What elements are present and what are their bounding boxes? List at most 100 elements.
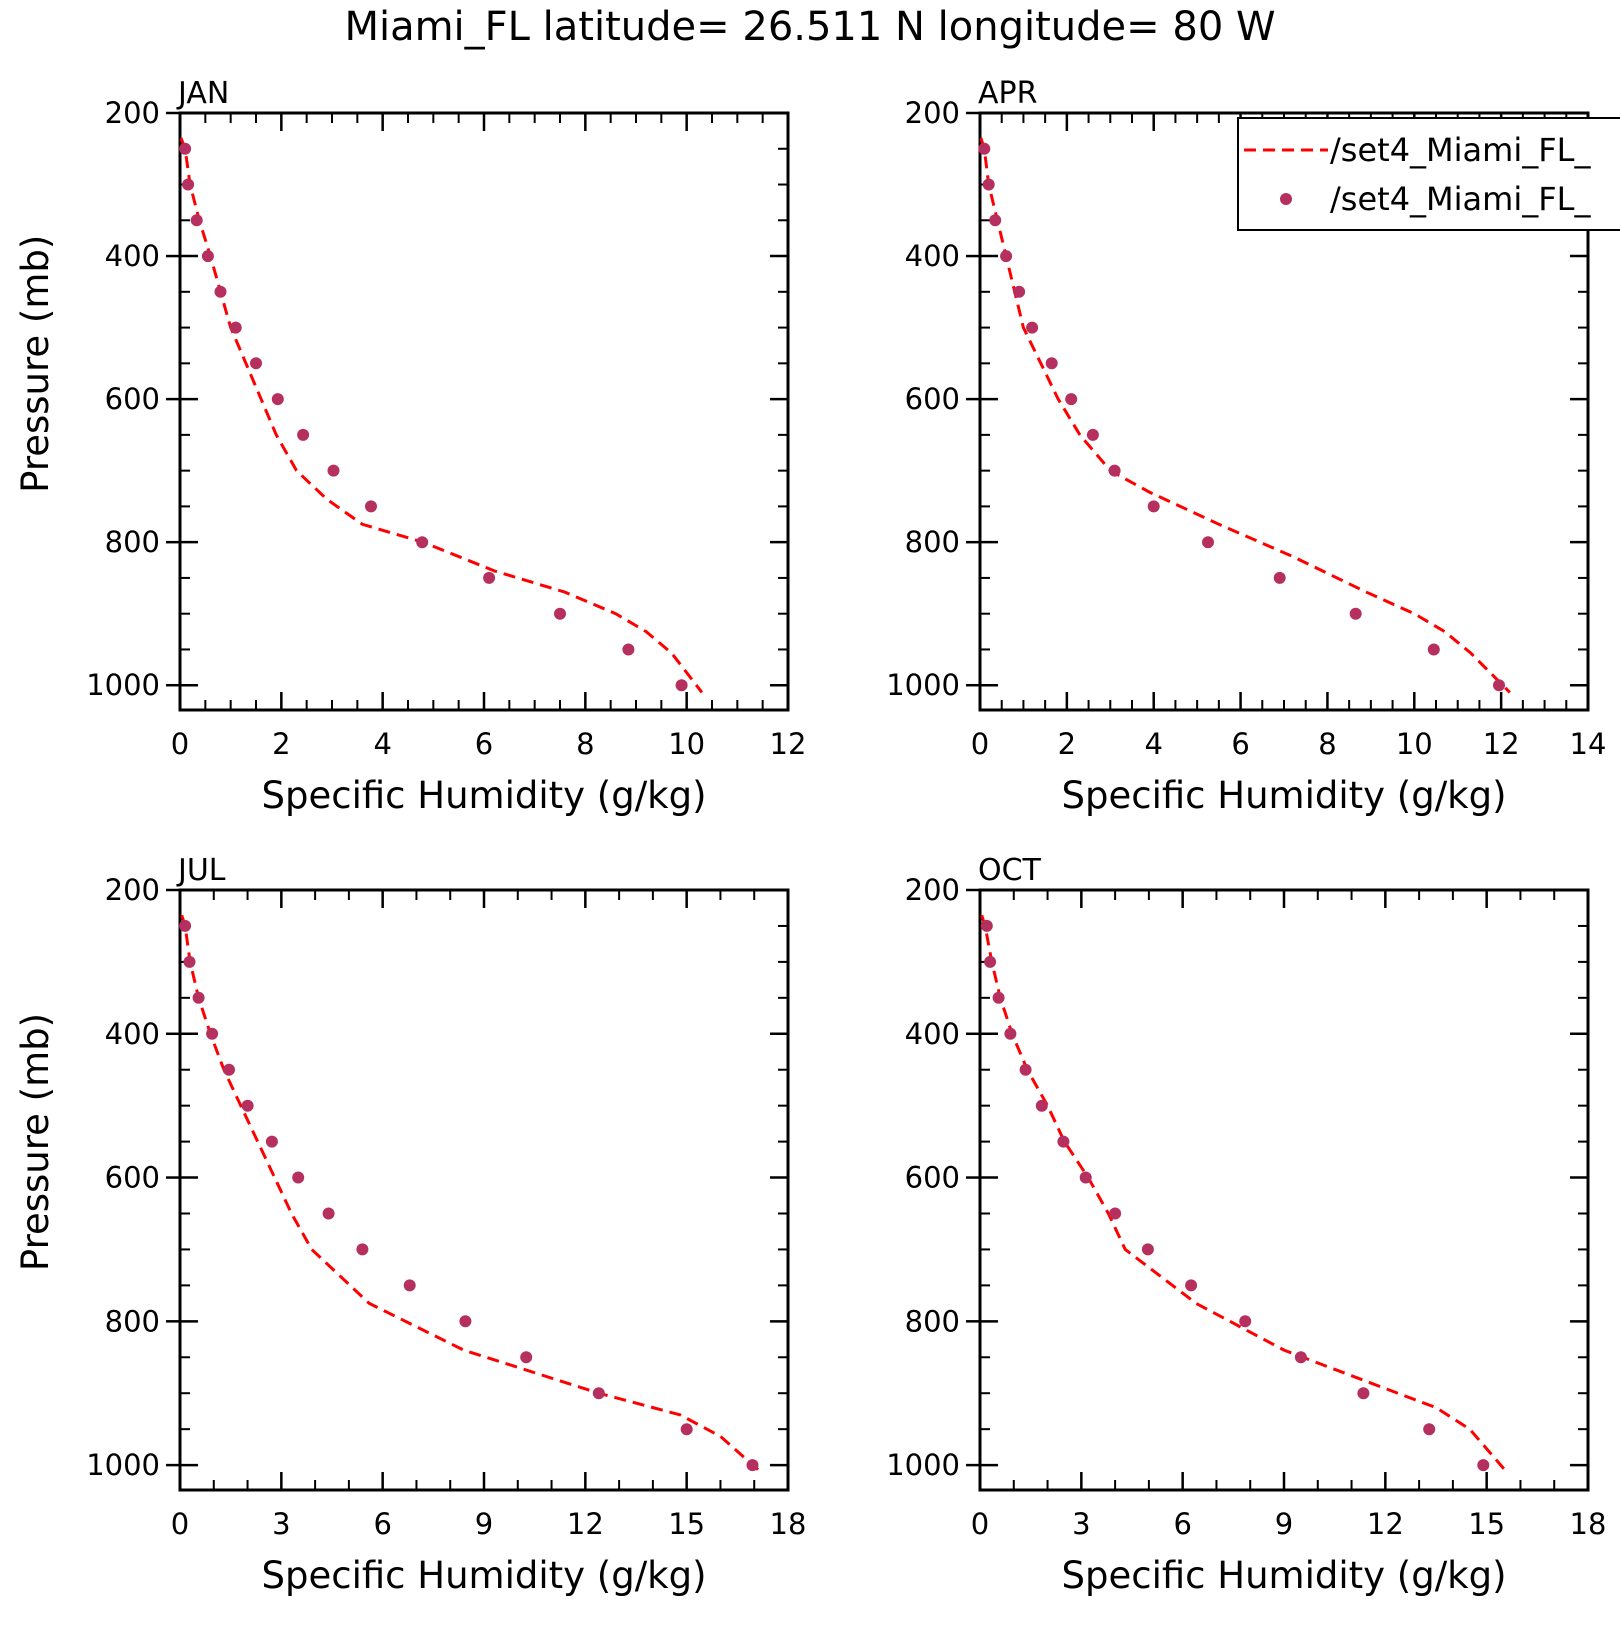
x-tick-label: 15 <box>1468 1507 1505 1541</box>
panel-label: OCT <box>978 853 1042 888</box>
observation-dot <box>1035 1099 1048 1112</box>
y-tick-label: 400 <box>105 1017 160 1051</box>
x-tick-label: 4 <box>373 727 391 761</box>
x-axis-label: Specific Humidity (g/kg) <box>261 1554 706 1597</box>
observation-dot <box>214 285 227 298</box>
observation-dot <box>982 178 995 191</box>
y-tick-label: 200 <box>905 96 960 130</box>
x-tick-label: 3 <box>272 1507 290 1541</box>
x-tick-label: 8 <box>1318 727 1336 761</box>
panel-oct: OCT 0 3 6 9 12 15 18 200 400 600 800 1000 Specific Hu… <box>886 853 1606 1597</box>
observation-dot <box>1427 643 1440 656</box>
observation-dot <box>1477 1459 1490 1472</box>
observation-dot <box>459 1315 472 1328</box>
x-tick-label: 2 <box>1058 727 1076 761</box>
x-tick-label: 8 <box>576 727 594 761</box>
observation-dot <box>1423 1423 1436 1436</box>
x-tick-label: 3 <box>1072 1507 1090 1541</box>
observation-dot <box>746 1459 759 1472</box>
observation-dot <box>1000 250 1013 263</box>
x-tick-label: 10 <box>668 727 705 761</box>
x-tick-label: 12 <box>567 1507 604 1541</box>
observation-dot <box>403 1279 416 1292</box>
observation-dot <box>1109 1207 1122 1220</box>
y-tick-label: 600 <box>905 382 960 416</box>
observation-dot <box>622 643 635 656</box>
observation-dot <box>1493 679 1505 692</box>
observation-dot <box>1273 571 1286 584</box>
x-tick-label: 0 <box>171 1507 189 1541</box>
x-tick-label: 12 <box>1483 727 1520 761</box>
y-tick-label: 1000 <box>86 1448 160 1482</box>
y-tick-label: 1000 <box>886 1448 960 1482</box>
legend-box <box>1237 117 1620 231</box>
observation-dot <box>978 142 991 155</box>
observation-dot <box>592 1387 605 1400</box>
observation-dot <box>327 464 340 477</box>
y-tick-label: 600 <box>105 382 160 416</box>
legend: /set4_Miami_FL_ /set4_Miami_FL_ <box>1237 117 1620 231</box>
y-tick-label: 1000 <box>886 668 960 702</box>
legend-dot-swatch <box>1280 193 1292 205</box>
observation-dot <box>1057 1135 1070 1148</box>
observation-dot <box>229 321 242 334</box>
y-tick-label: 400 <box>105 239 160 273</box>
observation-dot <box>365 500 377 513</box>
y-tick-label: 200 <box>905 873 960 907</box>
model-profile-line <box>180 137 704 694</box>
legend-dot-label: /set4_Miami_FL_ <box>1330 180 1591 218</box>
observation-dot <box>416 536 429 549</box>
observation-dot <box>1019 1063 1032 1076</box>
observation-dot <box>179 919 192 932</box>
model-profile-line <box>980 914 1509 1474</box>
x-axis-label: Specific Humidity (g/kg) <box>261 774 706 817</box>
observation-dot <box>1108 464 1121 477</box>
model-profile-line <box>180 914 762 1474</box>
observation-dot <box>1086 428 1099 441</box>
observation-dot <box>980 919 993 932</box>
observation-dot <box>322 1207 335 1220</box>
x-tick-label: 9 <box>475 1507 493 1541</box>
legend-line-label: /set4_Miami_FL_ <box>1330 131 1591 169</box>
x-tick-label: 0 <box>971 727 989 761</box>
observation-dot <box>1065 393 1078 406</box>
x-tick-label: 12 <box>1367 1507 1404 1541</box>
figure-title: Miami_FL latitude= 26.511 N longitude= 8… <box>344 4 1275 50</box>
x-tick-label: 4 <box>1144 727 1162 761</box>
observation-dot <box>1045 357 1058 370</box>
x-tick-label: 10 <box>1396 727 1433 761</box>
observation-dot <box>192 991 205 1004</box>
x-tick-label: 0 <box>971 1507 989 1541</box>
observation-dot <box>1294 1351 1307 1364</box>
y-tick-label: 200 <box>105 873 160 907</box>
observation-dot <box>183 955 196 968</box>
x-axis-label: Specific Humidity (g/kg) <box>1061 1554 1506 1597</box>
y-tick-label: 400 <box>905 239 960 273</box>
y-tick-label: 400 <box>905 1017 960 1051</box>
observation-dot <box>483 571 496 584</box>
panel-label: APR <box>978 76 1037 111</box>
x-tick-label: 15 <box>668 1507 705 1541</box>
panel-jul: JUL 0 3 6 9 12 15 18 200 400 600 800 1000 Specific Hu… <box>14 853 806 1597</box>
y-tick-label: 800 <box>105 1304 160 1338</box>
panel-apr: APR 0 2 4 6 8 10 12 14 200 400 600 800 1000 Specific H… <box>886 76 1606 817</box>
panel-label: JUL <box>176 853 226 888</box>
plot-frame <box>178 111 790 712</box>
y-tick-label: 800 <box>905 525 960 559</box>
y-tick-label: 600 <box>905 1161 960 1195</box>
observation-dot <box>265 1135 278 1148</box>
x-tick-label: 12 <box>770 727 807 761</box>
panel-jan: JAN 0 2 4 6 8 10 12 200 400 600 800 1000 Specific Hum… <box>14 76 806 817</box>
observation-dot <box>250 357 262 370</box>
x-tick-label: 18 <box>770 1507 807 1541</box>
x-axis-label: Specific Humidity (g/kg) <box>1061 774 1506 817</box>
x-tick-label: 6 <box>373 1507 391 1541</box>
observation-dot <box>201 250 214 263</box>
observation-dot <box>206 1027 219 1040</box>
y-tick-label: 800 <box>105 525 160 559</box>
y-axis-label: Pressure (mb) <box>14 1013 57 1271</box>
observation-dot <box>179 142 192 155</box>
observation-dot <box>190 214 203 227</box>
